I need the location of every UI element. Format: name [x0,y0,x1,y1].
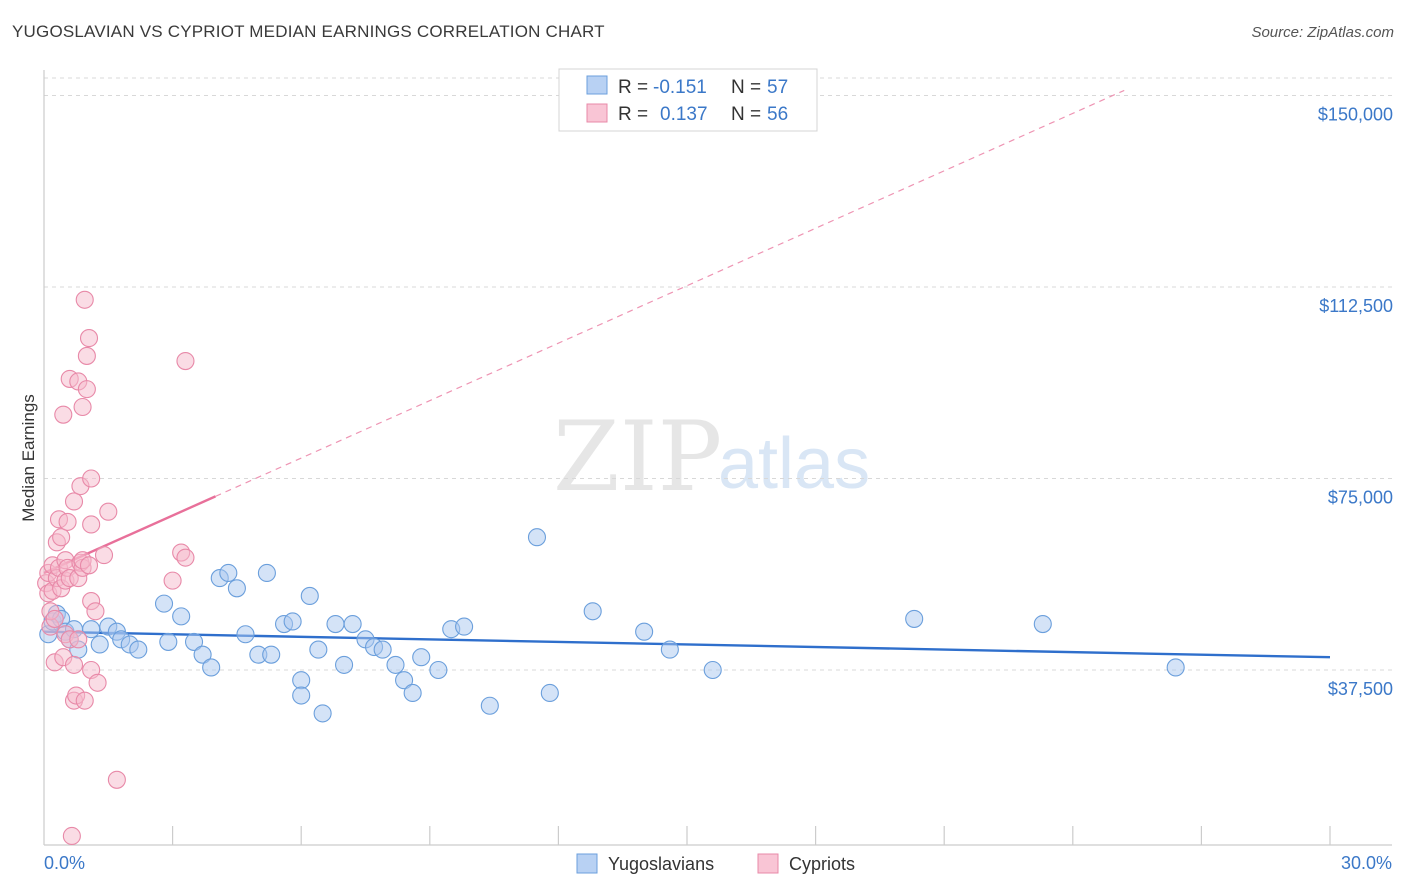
point-cypriots [176,351,195,371]
point-cypriots [69,630,88,649]
point-cypriots [77,380,96,399]
point-yugoslavians [386,655,405,674]
point-yugoslavians [395,671,414,690]
point-cypriots [82,515,101,534]
point-yugoslavians [219,563,238,583]
point-yugoslavians [309,640,328,659]
point-cypriots [86,602,105,621]
point-yugoslavians [172,607,191,626]
point-yugoslavians [154,594,174,613]
legend-swatch-cypriots [586,103,608,123]
point-cypriots [45,609,64,628]
legend-r-label-1: R = [618,77,648,98]
point-yugoslavians [1166,658,1185,677]
point-yugoslavians [300,586,319,606]
point-yugoslavians [184,632,204,651]
point-yugoslavians [193,645,212,664]
point-yugoslavians [635,622,654,641]
y-tick-label: $112,500 [1319,296,1393,316]
point-yugoslavians [292,671,311,690]
trend-line-cypriots-extension [215,89,1125,497]
point-yugoslavians [159,632,178,651]
source-label: Source: ZipAtlas.com [1251,24,1394,41]
point-yugoslavians [202,658,221,677]
point-yugoslavians [292,686,311,705]
point-cypriots [62,826,81,846]
chart-title: YUGOSLAVIAN VS CYPRIOT MEDIAN EARNINGS C… [12,22,605,41]
y-axis-label: Median Earnings [19,394,38,522]
bottom-legend-swatch-yugoslavians [576,853,598,874]
point-yugoslavians [313,704,332,723]
legend-r-label-2: R = [618,104,648,125]
bottom-legend-label-cypriots: Cypriots [789,854,855,874]
point-yugoslavians [703,660,722,680]
point-yugoslavians [527,528,547,547]
point-cypriots [54,405,73,424]
x-tick-label-min: 0.0% [44,853,85,873]
point-yugoslavians [540,683,559,703]
legend-r-value-1: -0.151 [653,77,707,98]
legend-n-value-1: 57 [767,77,788,98]
y-tick-label: $37,500 [1328,679,1393,699]
point-yugoslavians [236,625,255,644]
y-tick-label: $150,000 [1318,105,1393,125]
point-yugoslavians [373,640,392,659]
point-yugoslavians [283,612,302,631]
point-yugoslavians [905,609,924,628]
scatter-points [37,290,1185,846]
legend-n-label-1: N = [731,77,761,98]
point-yugoslavians [1033,614,1052,634]
legend-bottom: Yugoslavians Cypriots [576,853,855,874]
watermark-zip: ZIP [553,401,722,513]
trend-line-yugoslavians [43,630,1331,659]
point-cypriots [176,548,195,567]
point-yugoslavians [343,614,362,634]
point-cypriots [82,469,101,488]
legend-swatch-yugoslavians [586,75,608,95]
point-cypriots [64,655,84,674]
point-cypriots [99,502,118,521]
point-cypriots [107,770,126,789]
axes [43,70,1392,846]
point-yugoslavians [90,635,109,654]
point-cypriots [64,492,84,511]
watermark-atlas: atlas [718,424,870,504]
point-yugoslavians [403,683,422,703]
point-cypriots [79,556,99,575]
point-yugoslavians [429,660,448,680]
point-cypriots [58,512,77,531]
point-cypriots [77,346,96,365]
point-cypriots [163,571,182,590]
point-cypriots [79,329,99,348]
bottom-legend-label-yugoslavians: Yugoslavians [608,854,714,874]
point-cypriots [75,691,94,710]
point-cypriots [52,528,71,547]
point-cypriots [88,673,107,692]
legend-r-value-2: 0.137 [660,104,708,125]
point-cypriots [73,397,92,417]
point-yugoslavians [227,579,246,598]
x-tick-marks [172,826,1331,845]
grid-lines [44,77,1392,671]
point-yugoslavians [326,614,345,634]
point-yugoslavians [583,602,602,621]
bottom-legend-swatch-cypriots [757,853,779,874]
point-yugoslavians [660,640,679,659]
point-yugoslavians [129,640,148,659]
legend-top: R = -0.151 N = 57 R = 0.137 N = 56 [558,68,818,132]
y-tick-label: $75,000 [1328,488,1393,508]
point-yugoslavians [335,655,354,674]
point-yugoslavians [257,563,276,583]
point-yugoslavians [480,696,499,715]
point-yugoslavians [262,645,281,664]
point-yugoslavians [412,648,431,667]
point-yugoslavians [455,617,474,636]
legend-n-value-2: 56 [767,104,788,125]
point-cypriots [75,290,94,309]
x-tick-label-max: 30.0% [1341,853,1392,873]
point-cypriots [94,546,114,565]
legend-n-label-2: N = [731,104,761,125]
y-tick-labels: $37,500 $75,000 $112,500 $150,000 [1318,105,1393,700]
